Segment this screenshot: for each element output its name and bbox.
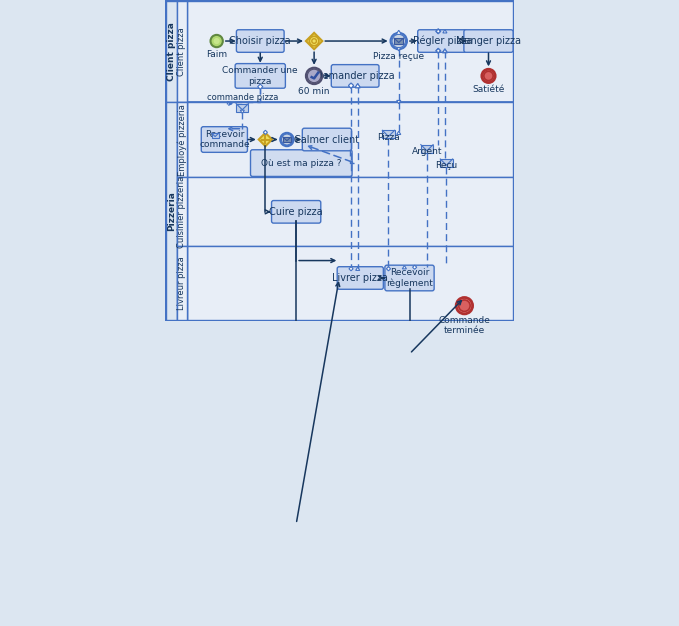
Circle shape <box>282 134 293 145</box>
Bar <box>177 1 187 102</box>
Text: Calmer client: Calmer client <box>295 135 359 145</box>
FancyBboxPatch shape <box>385 265 434 291</box>
FancyBboxPatch shape <box>201 126 247 152</box>
Bar <box>187 1 513 102</box>
Circle shape <box>280 133 293 146</box>
Text: Commander une
pizza: Commander une pizza <box>223 66 298 86</box>
Polygon shape <box>436 48 441 53</box>
Bar <box>187 246 513 320</box>
Bar <box>177 177 187 246</box>
Polygon shape <box>349 267 353 271</box>
Polygon shape <box>356 267 360 270</box>
FancyBboxPatch shape <box>251 150 352 177</box>
Circle shape <box>458 300 470 312</box>
Bar <box>166 102 177 320</box>
FancyBboxPatch shape <box>464 30 513 53</box>
Text: Régler pizza: Régler pizza <box>413 36 472 46</box>
Circle shape <box>392 34 405 48</box>
Text: Recevoir
règlement: Recevoir règlement <box>386 268 433 288</box>
Bar <box>177 102 187 320</box>
Text: Livrer pizza: Livrer pizza <box>332 273 388 283</box>
Polygon shape <box>263 130 268 135</box>
Bar <box>440 159 453 167</box>
FancyBboxPatch shape <box>235 64 285 88</box>
Bar <box>166 1 513 102</box>
Text: Pizza reçue: Pizza reçue <box>373 53 424 61</box>
Polygon shape <box>436 29 440 33</box>
Text: Livreur pizza: Livreur pizza <box>177 256 186 310</box>
Text: Client pizza: Client pizza <box>177 27 186 76</box>
Text: Pizza: Pizza <box>377 133 400 141</box>
Circle shape <box>308 69 321 83</box>
FancyBboxPatch shape <box>331 64 379 87</box>
FancyBboxPatch shape <box>337 267 384 289</box>
Text: Choisir pizza: Choisir pizza <box>230 36 291 46</box>
Polygon shape <box>442 49 447 53</box>
Polygon shape <box>403 265 407 269</box>
Text: Faim: Faim <box>206 50 227 59</box>
Polygon shape <box>413 265 417 269</box>
Circle shape <box>484 71 493 81</box>
Bar <box>212 133 219 138</box>
FancyBboxPatch shape <box>236 30 284 53</box>
Text: Client pizza: Client pizza <box>167 22 176 81</box>
Text: Recevoir
commande: Recevoir commande <box>199 130 250 149</box>
Text: commande pizza: commande pizza <box>206 93 278 102</box>
Bar <box>187 177 513 246</box>
Polygon shape <box>258 84 263 90</box>
Polygon shape <box>397 100 401 104</box>
Polygon shape <box>240 110 244 113</box>
Circle shape <box>210 35 223 47</box>
Text: Manger pizza: Manger pizza <box>456 36 521 46</box>
Polygon shape <box>397 131 401 135</box>
Polygon shape <box>396 30 401 34</box>
Text: Argent: Argent <box>411 147 442 156</box>
Polygon shape <box>355 84 361 88</box>
Polygon shape <box>355 84 361 88</box>
Text: Où est ma pizza ?: Où est ma pizza ? <box>261 158 342 168</box>
Bar <box>166 102 513 320</box>
Polygon shape <box>259 133 272 146</box>
Text: Satiété: Satiété <box>473 85 504 94</box>
Polygon shape <box>397 48 401 51</box>
Polygon shape <box>348 83 354 88</box>
Bar <box>236 104 249 112</box>
Text: Commande
terminée: Commande terminée <box>439 316 490 336</box>
Text: Demander pizza: Demander pizza <box>315 71 395 81</box>
Bar <box>177 102 187 177</box>
Bar <box>283 137 291 142</box>
Circle shape <box>390 33 407 49</box>
Bar <box>421 145 433 153</box>
Bar <box>177 246 187 320</box>
Text: Reçu: Reçu <box>435 162 458 170</box>
Circle shape <box>306 68 323 84</box>
Text: Employé pizzeria: Employé pizzeria <box>177 104 187 176</box>
Polygon shape <box>306 33 323 49</box>
Bar <box>394 38 403 44</box>
Text: Cuire pizza: Cuire pizza <box>270 207 323 217</box>
Circle shape <box>214 38 220 44</box>
Bar <box>382 130 394 138</box>
Circle shape <box>482 69 495 83</box>
Circle shape <box>456 297 473 314</box>
Bar <box>166 1 177 102</box>
Polygon shape <box>443 29 447 33</box>
Bar <box>187 102 513 177</box>
Polygon shape <box>386 267 390 271</box>
FancyBboxPatch shape <box>302 128 352 151</box>
Text: Pizzeria: Pizzeria <box>167 191 176 231</box>
Polygon shape <box>443 49 447 53</box>
Polygon shape <box>436 29 441 34</box>
Text: Cuisinier pizzeria: Cuisinier pizzeria <box>177 176 186 248</box>
FancyBboxPatch shape <box>418 30 467 53</box>
FancyBboxPatch shape <box>272 200 320 223</box>
Polygon shape <box>348 83 354 88</box>
Text: 60 min: 60 min <box>298 87 330 96</box>
Polygon shape <box>436 49 440 53</box>
